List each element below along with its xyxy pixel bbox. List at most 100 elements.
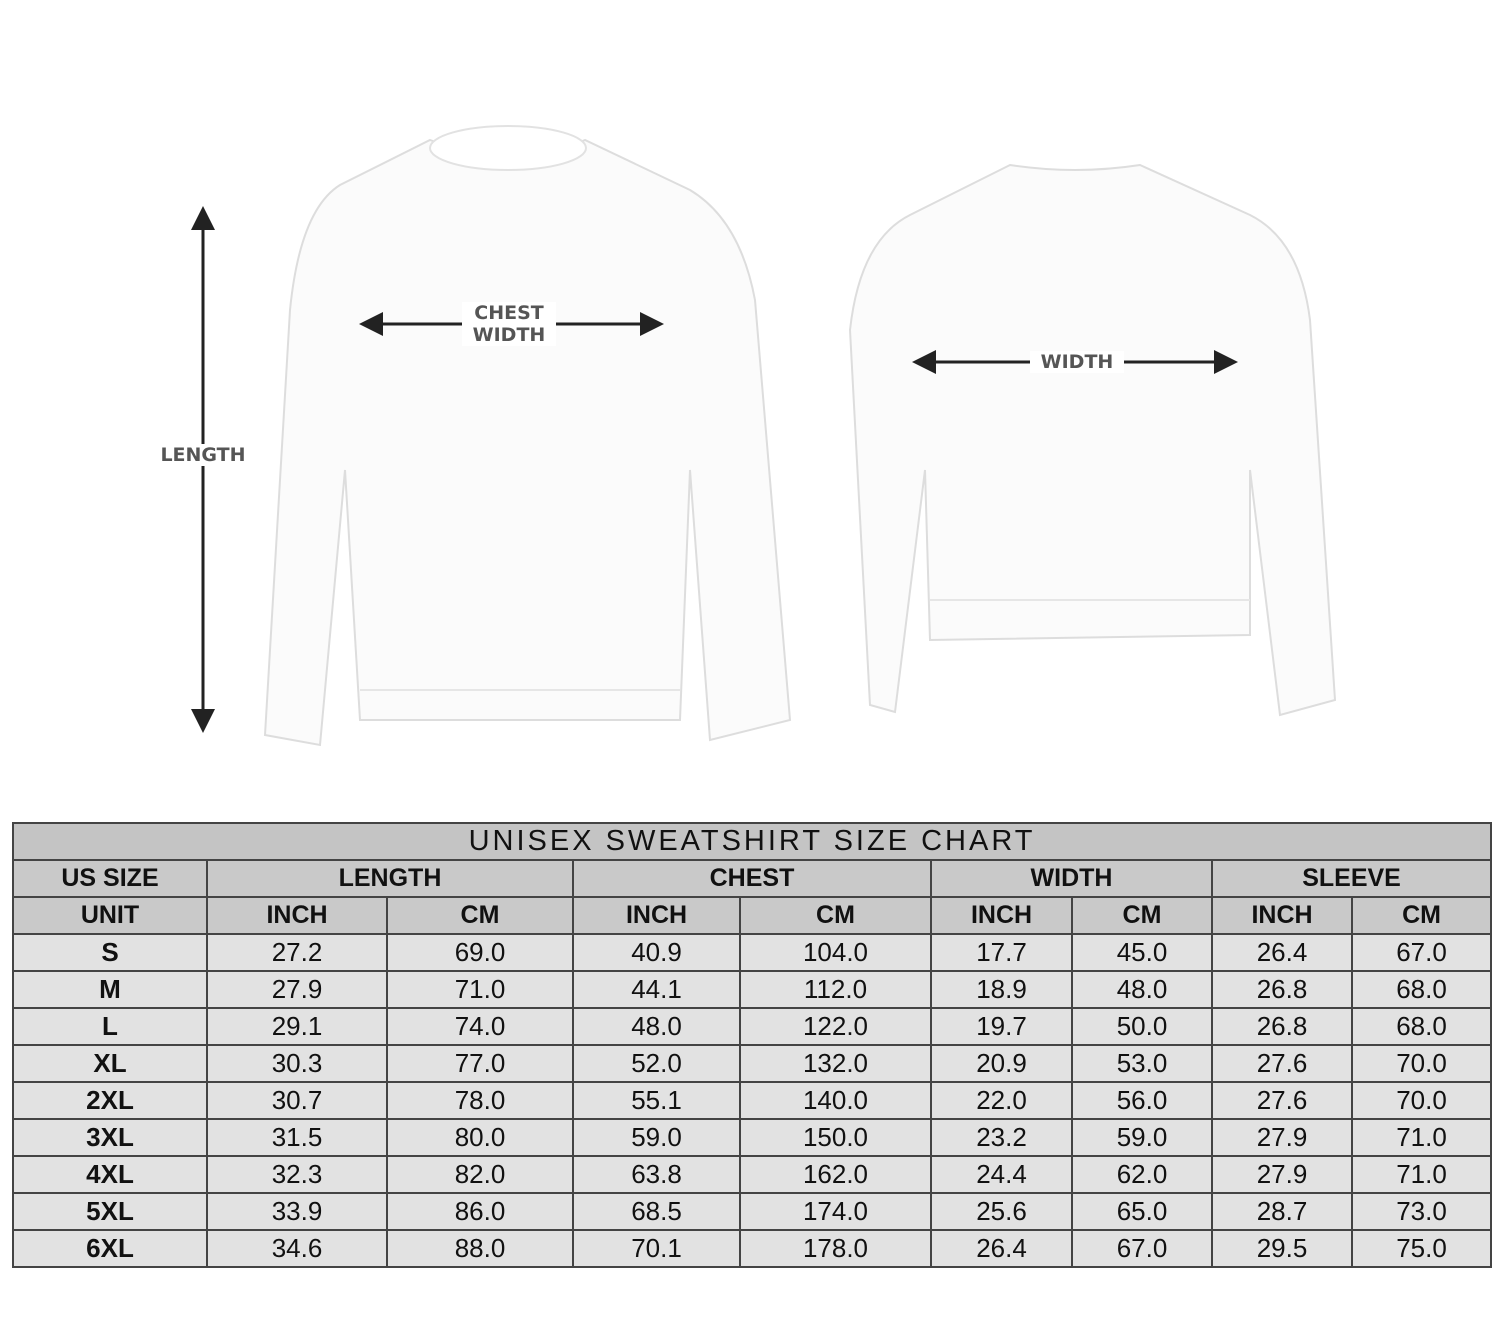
size-chart-table: UNISEX SWEATSHIRT SIZE CHART US SIZE LENG… — [11, 822, 1493, 1268]
value-cell: 71.0 — [386, 970, 574, 1009]
value-cell: 70.1 — [572, 1229, 741, 1268]
value-cell: 29.1 — [206, 1007, 388, 1046]
unit-header: INCH — [930, 896, 1073, 935]
value-cell: 48.0 — [572, 1007, 741, 1046]
value-cell: 59.0 — [1071, 1118, 1213, 1157]
sweatshirt-illustration — [191, 125, 1337, 747]
value-cell: 28.7 — [1211, 1192, 1353, 1231]
value-cell: 26.4 — [930, 1229, 1073, 1268]
value-cell: 45.0 — [1071, 933, 1213, 972]
table-row: XL 30.3 77.0 52.0 132.0 20.9 53.0 27.6 70.0 — [12, 1044, 1493, 1083]
unit-header: INCH — [572, 896, 741, 935]
size-cell: 5XL — [12, 1192, 208, 1231]
value-cell: 30.7 — [206, 1081, 388, 1120]
value-cell: 88.0 — [386, 1229, 574, 1268]
value-cell: 71.0 — [1350, 1118, 1493, 1157]
table-row: 6XL 34.6 88.0 70.1 178.0 26.4 67.0 29.5 75.0 — [12, 1229, 1493, 1268]
value-cell: 178.0 — [739, 1229, 932, 1268]
value-cell: 71.0 — [1350, 1155, 1493, 1194]
group-header: LENGTH — [206, 859, 574, 898]
value-cell: 23.2 — [930, 1118, 1073, 1157]
value-cell: 68.0 — [1350, 1007, 1493, 1046]
unit-header: CM — [739, 896, 932, 935]
value-cell: 30.3 — [206, 1044, 388, 1083]
value-cell: 69.0 — [386, 933, 574, 972]
value-cell: 20.9 — [930, 1044, 1073, 1083]
group-header: SLEEVE — [1210, 859, 1493, 898]
value-cell: 26.4 — [1211, 933, 1353, 972]
value-cell: 27.6 — [1211, 1081, 1353, 1120]
table-row: 3XL 31.5 80.0 59.0 150.0 23.2 59.0 27.9 71.0 — [12, 1118, 1493, 1157]
size-cell: M — [12, 970, 208, 1009]
value-cell: 82.0 — [386, 1155, 574, 1194]
value-cell: 27.9 — [1211, 1118, 1353, 1157]
size-cell: 6XL — [12, 1229, 208, 1268]
table-row: L 29.1 74.0 48.0 122.0 19.7 50.0 26.8 68.0 — [12, 1007, 1493, 1046]
back-width-label: WIDTH — [1030, 351, 1124, 373]
table-row: 2XL 30.7 78.0 55.1 140.0 22.0 56.0 27.6 70.0 — [12, 1081, 1493, 1120]
unit-header: INCH — [1211, 896, 1353, 935]
value-cell: 22.0 — [930, 1081, 1073, 1120]
value-cell: 50.0 — [1071, 1007, 1213, 1046]
value-cell: 24.4 — [930, 1155, 1073, 1194]
table-row: M 27.9 71.0 44.1 112.0 18.9 48.0 26.8 68.0 — [12, 970, 1493, 1009]
value-cell: 162.0 — [739, 1155, 932, 1194]
value-cell: 59.0 — [572, 1118, 741, 1157]
value-cell: 70.0 — [1350, 1081, 1493, 1120]
unit-header: CM — [1071, 896, 1213, 935]
value-cell: 150.0 — [739, 1118, 932, 1157]
value-cell: 27.9 — [206, 970, 388, 1009]
value-cell: 104.0 — [739, 933, 932, 972]
value-cell: 65.0 — [1071, 1192, 1213, 1231]
value-cell: 70.0 — [1350, 1044, 1493, 1083]
unit-header: INCH — [206, 896, 388, 935]
size-cell: 4XL — [12, 1155, 208, 1194]
group-header: US SIZE — [12, 859, 208, 898]
value-cell: 27.6 — [1211, 1044, 1353, 1083]
value-cell: 40.9 — [572, 933, 741, 972]
table-row: 5XL 33.9 86.0 68.5 174.0 25.6 65.0 28.7 73.0 — [12, 1192, 1493, 1231]
value-cell: 140.0 — [739, 1081, 932, 1120]
value-cell: 74.0 — [386, 1007, 574, 1046]
value-cell: 122.0 — [739, 1007, 932, 1046]
chest-width-label: CHEST WIDTH — [462, 302, 556, 346]
size-cell: 3XL — [12, 1118, 208, 1157]
unit-header: UNIT — [12, 896, 208, 935]
value-cell: 67.0 — [1071, 1229, 1213, 1268]
size-cell: S — [12, 933, 208, 972]
length-label: LENGTH — [150, 444, 256, 466]
unit-header: CM — [1350, 896, 1493, 935]
value-cell: 26.8 — [1211, 1007, 1353, 1046]
table-row: S 27.2 69.0 40.9 104.0 17.7 45.0 26.4 67.0 — [12, 933, 1493, 972]
value-cell: 78.0 — [386, 1081, 574, 1120]
chest-label-line2: WIDTH — [472, 324, 546, 346]
value-cell: 18.9 — [930, 970, 1073, 1009]
value-cell: 80.0 — [386, 1118, 574, 1157]
value-cell: 68.0 — [1350, 970, 1493, 1009]
value-cell: 56.0 — [1071, 1081, 1213, 1120]
value-cell: 132.0 — [739, 1044, 932, 1083]
unit-header: CM — [386, 896, 574, 935]
value-cell: 86.0 — [386, 1192, 574, 1231]
value-cell: 34.6 — [206, 1229, 388, 1268]
table-title: UNISEX SWEATSHIRT SIZE CHART — [11, 822, 1493, 861]
value-cell: 63.8 — [572, 1155, 741, 1194]
size-cell: XL — [12, 1044, 208, 1083]
value-cell: 62.0 — [1071, 1155, 1213, 1194]
value-cell: 27.2 — [206, 933, 388, 972]
chest-label-line1: CHEST — [474, 302, 544, 324]
value-cell: 44.1 — [572, 970, 741, 1009]
value-cell: 33.9 — [206, 1192, 388, 1231]
value-cell: 29.5 — [1211, 1229, 1353, 1268]
value-cell: 112.0 — [739, 970, 932, 1009]
value-cell: 75.0 — [1350, 1229, 1493, 1268]
size-cell: L — [12, 1007, 208, 1046]
value-cell: 174.0 — [739, 1192, 932, 1231]
group-header: WIDTH — [930, 859, 1213, 898]
size-cell: 2XL — [12, 1081, 208, 1120]
table-row: 4XL 32.3 82.0 63.8 162.0 24.4 62.0 27.9 71.0 — [12, 1155, 1493, 1194]
value-cell: 67.0 — [1350, 933, 1493, 972]
value-cell: 52.0 — [572, 1044, 741, 1083]
value-cell: 77.0 — [386, 1044, 574, 1083]
value-cell: 55.1 — [572, 1081, 741, 1120]
